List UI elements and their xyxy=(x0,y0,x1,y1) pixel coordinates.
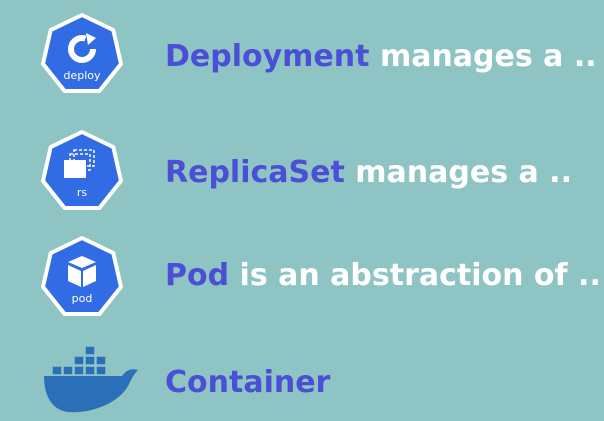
deploy-icon: deploy xyxy=(41,13,123,93)
keyword: Container xyxy=(165,365,331,400)
line: ReplicaSet manages a .. xyxy=(165,155,572,190)
description: manages a .. xyxy=(355,155,572,190)
line: Deployment manages a .. xyxy=(165,39,597,74)
keyword: Deployment xyxy=(165,39,369,74)
icon-label: deploy xyxy=(63,69,101,82)
icon-label: pod xyxy=(72,292,93,305)
rs-icon: rs xyxy=(41,130,123,210)
keyword: ReplicaSet xyxy=(165,155,345,190)
icon-label: rs xyxy=(77,186,88,199)
keyword: Pod xyxy=(165,258,229,293)
pod-icon: pod xyxy=(41,236,123,316)
line: Container xyxy=(165,365,331,400)
description: manages a .. xyxy=(380,39,597,74)
description: is an abstraction of .. xyxy=(240,258,601,293)
line: Pod is an abstraction of .. xyxy=(165,258,601,293)
docker-icon xyxy=(44,345,138,413)
